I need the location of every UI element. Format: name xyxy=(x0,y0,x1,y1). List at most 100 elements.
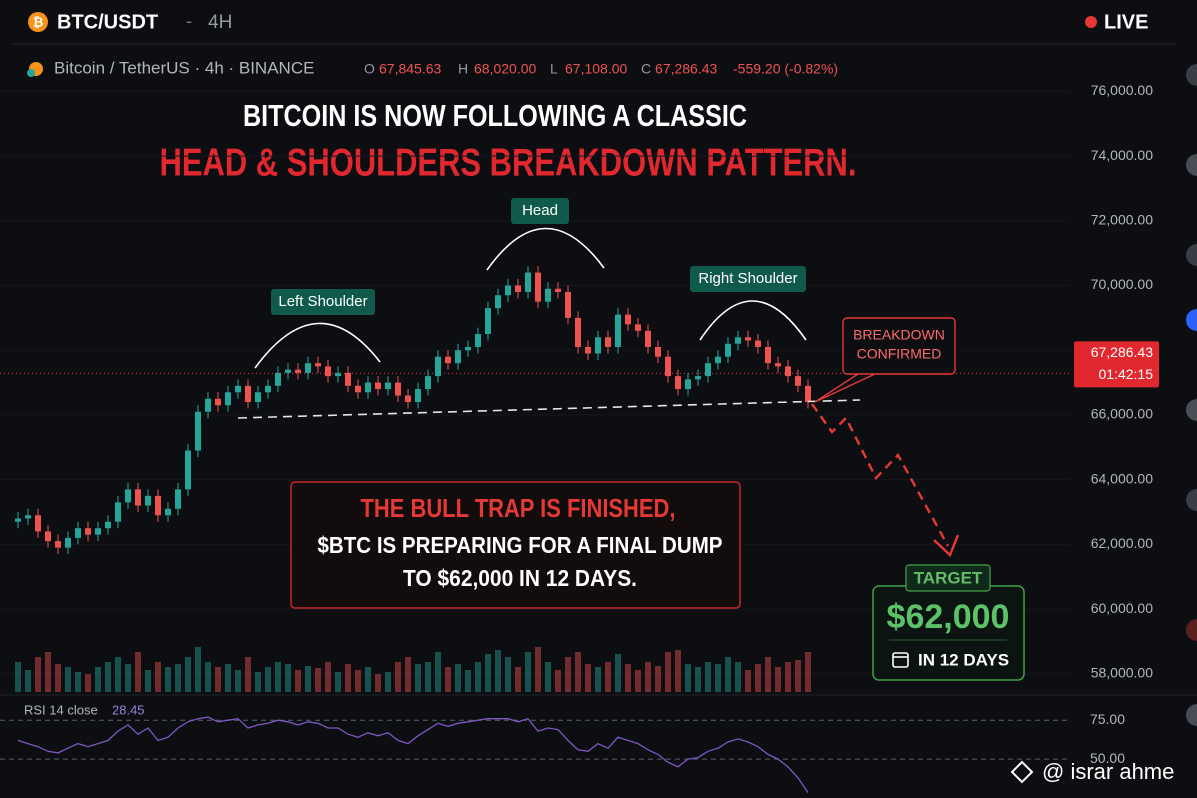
volume-bar xyxy=(275,662,281,692)
candle-body xyxy=(465,346,471,351)
candle-body xyxy=(55,541,61,548)
volume-bar xyxy=(235,670,241,692)
candle-body xyxy=(145,495,151,506)
candle-body xyxy=(775,363,781,367)
volume-bar xyxy=(775,667,781,692)
y-tick-label: 62,000.00 xyxy=(1091,535,1153,551)
avatar xyxy=(1186,704,1197,726)
pair-name: Bitcoin / TetherUS · 4h · BINANCE xyxy=(54,58,314,77)
volume-bar xyxy=(175,664,181,692)
y-tick-label: 60,000.00 xyxy=(1091,600,1153,616)
candle-body xyxy=(205,398,211,412)
volume-bar xyxy=(45,652,51,692)
volume-bar xyxy=(155,662,161,692)
volume-bar xyxy=(745,670,751,692)
target-time: IN 12 DAYS xyxy=(918,650,1009,669)
calendar-frame xyxy=(892,652,909,668)
candle-body xyxy=(345,372,351,386)
volume-bar xyxy=(715,664,721,692)
ohlc-value: 67,286.43 xyxy=(655,61,717,77)
volume-bar xyxy=(115,657,121,692)
candle-body xyxy=(315,363,321,367)
interval: 4H xyxy=(208,12,232,33)
volume-bar xyxy=(345,664,351,692)
volume-bar xyxy=(655,666,661,692)
candle-body xyxy=(665,356,671,377)
volume-bar xyxy=(315,668,321,692)
candle-body xyxy=(255,392,261,403)
y-tick-label: 76,000.00 xyxy=(1091,82,1153,98)
y-tick-label: 70,000.00 xyxy=(1091,276,1153,292)
volume-bar xyxy=(305,666,311,692)
candle-body xyxy=(545,288,551,302)
volume-bar xyxy=(795,660,801,692)
candle-body xyxy=(215,398,221,406)
volume-bar xyxy=(65,667,71,692)
volume-bar xyxy=(375,674,381,692)
volume-bar xyxy=(605,662,611,692)
candle-body xyxy=(605,337,611,347)
volume-bar xyxy=(585,664,591,692)
candle-body xyxy=(165,508,171,516)
volume-bar xyxy=(615,654,621,692)
candle-body xyxy=(225,392,231,406)
volume-bar xyxy=(205,662,211,692)
candle-body xyxy=(755,340,761,347)
avatar xyxy=(1186,309,1197,331)
callout-line: $BTC IS PREPARING FOR A FINAL DUMP xyxy=(318,532,723,558)
target-tab-label: TARGET xyxy=(914,568,983,587)
volume-bar xyxy=(55,664,61,692)
volume-bar xyxy=(565,657,571,692)
right-shoulder-label: Right Shoulder xyxy=(698,270,797,287)
candle-body xyxy=(785,366,791,377)
candle-body xyxy=(355,385,361,393)
candle-body xyxy=(115,502,121,522)
btc-icon xyxy=(28,12,48,32)
candle-body xyxy=(415,389,421,403)
volume-bar xyxy=(15,662,21,692)
candle-body xyxy=(45,531,51,542)
volume-bar xyxy=(355,670,361,692)
calendar-icon xyxy=(892,652,909,668)
candle-body xyxy=(105,521,111,529)
volume-bar xyxy=(445,667,451,692)
volume-bar xyxy=(105,662,111,692)
volume-bar xyxy=(415,664,421,692)
volume-bar xyxy=(265,667,271,692)
volume-bar xyxy=(475,662,481,692)
candle-body xyxy=(125,489,131,503)
ohlc-value: 68,020.00 xyxy=(474,61,536,77)
callout-line: THE BULL TRAP IS FINISHED, xyxy=(361,493,676,523)
candle-body xyxy=(505,285,511,296)
avatar xyxy=(1186,619,1197,641)
ohlc-key: H xyxy=(458,61,468,77)
candle-body xyxy=(535,272,541,302)
volume-bar xyxy=(465,670,471,692)
volume-layer xyxy=(15,647,811,692)
candle-body xyxy=(395,382,401,396)
candle-body xyxy=(305,363,311,373)
candle-body xyxy=(565,291,571,318)
callout-line: TO $62,000 IN 12 DAYS. xyxy=(403,565,637,591)
headline-emphasis: HEAD & SHOULDERS BREAKDOWN PATTERN. xyxy=(160,141,857,184)
label-box xyxy=(690,266,806,292)
volume-bar xyxy=(145,670,151,692)
volume-bar xyxy=(435,652,441,692)
volume-bar xyxy=(25,670,31,692)
live-dot xyxy=(1085,16,1097,28)
candle-body xyxy=(265,385,271,393)
projection-arrowhead xyxy=(933,534,960,558)
btc-icon-glyph: ₿ xyxy=(33,14,44,29)
volume-bar xyxy=(425,662,431,692)
volume-bar xyxy=(755,664,761,692)
candle-body xyxy=(155,495,161,516)
volume-bar xyxy=(285,664,291,692)
ohlc-key: L xyxy=(550,61,558,77)
volume-bar xyxy=(335,672,341,692)
candle-body xyxy=(715,356,721,364)
candle-body xyxy=(285,369,291,373)
volume-bar xyxy=(195,647,201,692)
avatar xyxy=(1186,489,1197,511)
y-tick-label: 66,000.00 xyxy=(1091,406,1153,422)
